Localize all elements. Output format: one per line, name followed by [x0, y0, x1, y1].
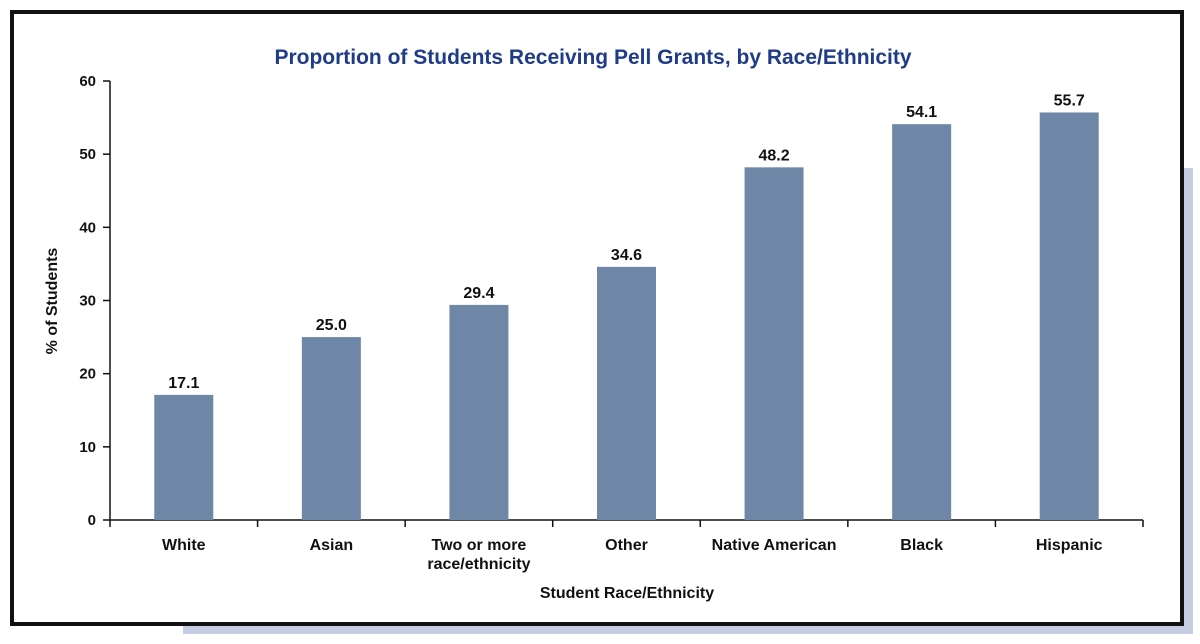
bar: [892, 124, 952, 520]
y-tick-label: 0: [88, 512, 96, 529]
y-axis-label: % of Students: [44, 248, 61, 355]
x-category-label: Asian: [310, 537, 354, 554]
x-category-label: Two or more race/ethnicity: [427, 537, 530, 573]
bar: [597, 266, 656, 520]
bar-value-label: 34.6: [611, 247, 642, 264]
bar: [301, 337, 361, 520]
y-tick-label: 40: [79, 219, 96, 236]
bar: [154, 394, 214, 520]
bar: [1039, 112, 1099, 520]
chart-title: Proportion of Students Receiving Pell Gr…: [274, 46, 911, 69]
bar-value-label: 17.1: [168, 375, 199, 392]
y-tick-label: 60: [79, 73, 96, 90]
y-tick-label: 10: [79, 439, 96, 456]
bar-value-label: 25.0: [316, 317, 347, 334]
y-tick-label: 50: [79, 146, 96, 163]
x-category-label: Black: [900, 537, 943, 554]
y-tick-label: 20: [79, 366, 96, 383]
bar-value-label: 48.2: [759, 147, 790, 164]
bar-value-label: 29.4: [463, 285, 494, 302]
y-tick-label: 30: [79, 293, 96, 310]
bars: 17.1 White 25.0 Asian 29.4 Two or more race/et…: [154, 92, 1103, 573]
x-category-label: Native American: [712, 537, 837, 554]
bar: [449, 304, 509, 520]
bar-value-label: 54.1: [906, 104, 937, 121]
x-axis-label: Student Race/Ethnicity: [540, 585, 714, 602]
bar: [744, 167, 804, 520]
bar-value-label: 55.7: [1054, 92, 1085, 109]
x-category-label: Other: [605, 537, 648, 554]
x-category-label: Hispanic: [1036, 537, 1103, 554]
x-category-label: White: [162, 537, 206, 554]
